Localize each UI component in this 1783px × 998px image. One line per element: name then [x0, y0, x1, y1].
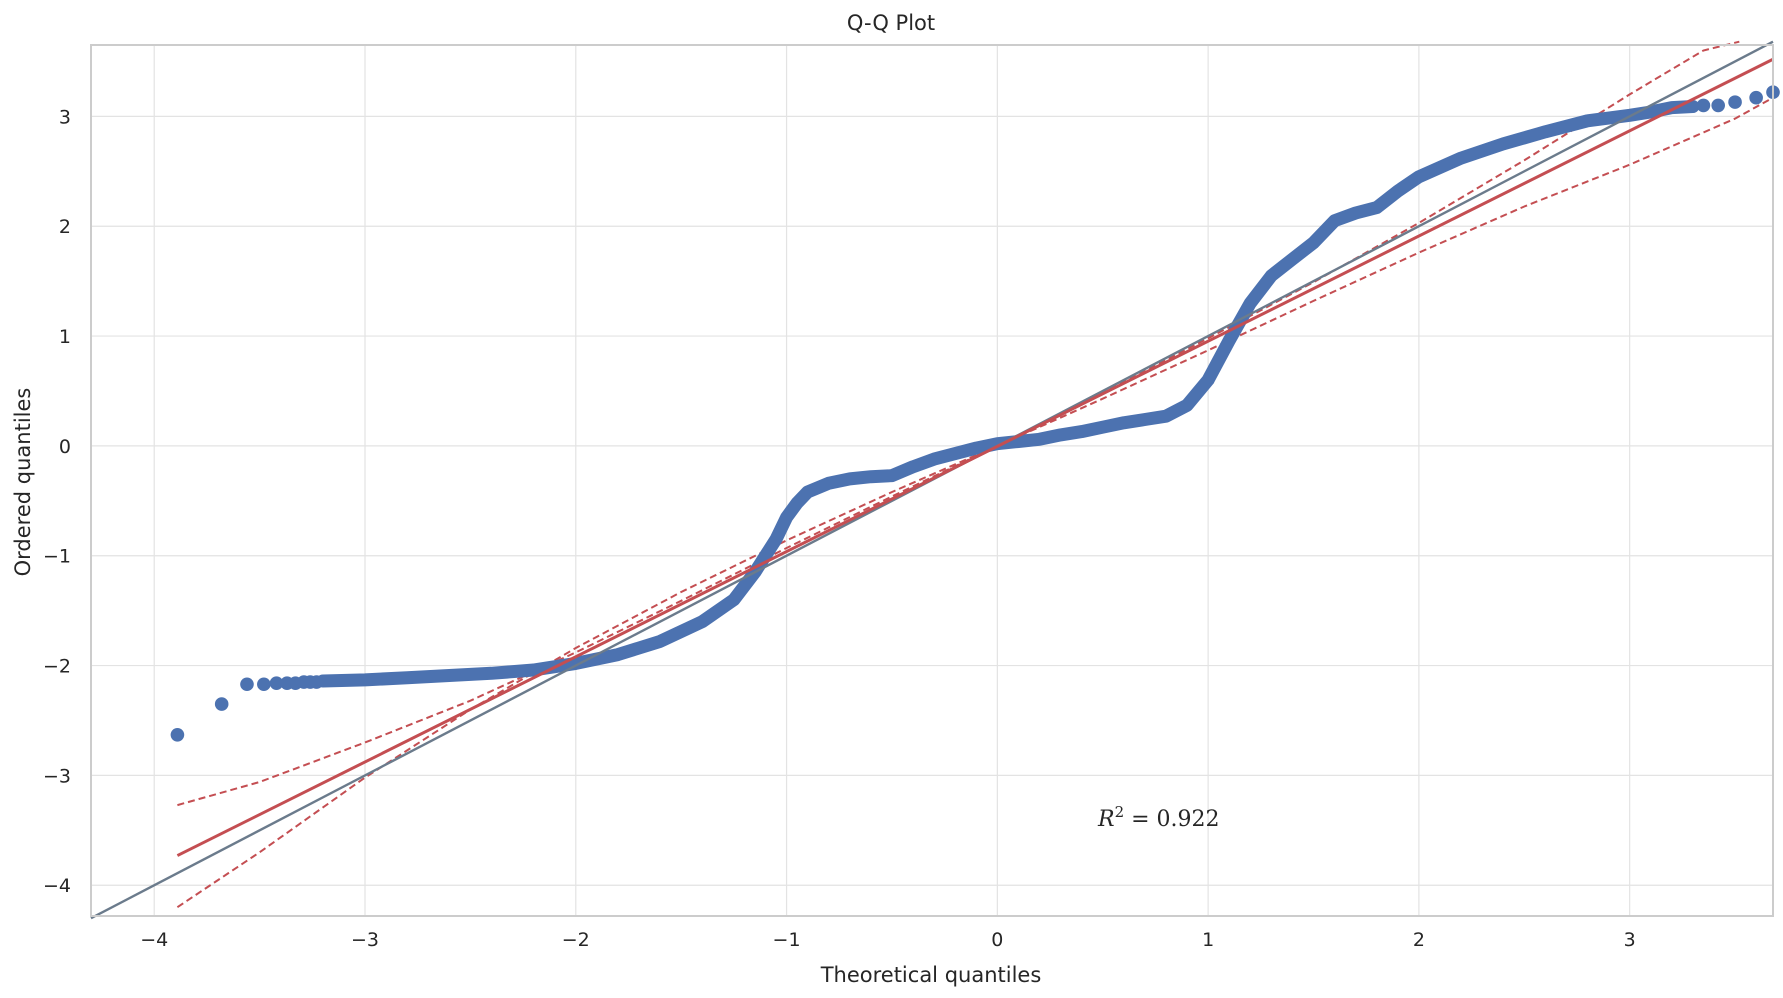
x-tick-labels: −4 −3 −2 −1 0 1 2 3	[140, 929, 1635, 951]
y-axis-label: Ordered quantiles	[11, 388, 35, 577]
r-squared-annotation: R2 = 0.922	[1097, 803, 1220, 832]
r-squared-symbol: R	[1097, 807, 1115, 832]
data-point	[309, 675, 324, 689]
data-point	[240, 677, 254, 692]
dense-points-band	[316, 100, 1700, 688]
x-axis-label: Theoretical quantiles	[820, 963, 1042, 987]
x-tick-label: 2	[1413, 929, 1425, 951]
y-tick-label: −1	[43, 546, 71, 568]
y-tick-label: −3	[43, 765, 71, 787]
data-point	[257, 677, 271, 692]
y-tick-label: −2	[43, 656, 71, 678]
fit-lines	[90, 40, 1774, 920]
confidence-band-lower	[176, 96, 1774, 909]
data-point	[170, 727, 185, 742]
data-point	[1696, 98, 1711, 113]
y-tick-label: 0	[59, 436, 71, 458]
x-tick-label: 3	[1624, 929, 1636, 951]
regression-fit-line	[176, 57, 1774, 857]
data-point	[269, 676, 284, 690]
x-tick-label: −3	[351, 929, 379, 951]
data-point	[1728, 95, 1742, 109]
plot-area-frame	[90, 44, 1774, 917]
x-tick-label: 0	[991, 929, 1003, 951]
x-tick-label: −2	[562, 929, 590, 951]
x-tick-label: −4	[140, 929, 168, 951]
y-tick-label: −4	[43, 875, 71, 897]
y-tick-label: 2	[59, 216, 71, 238]
chart-title: Q-Q Plot	[847, 11, 935, 35]
data-points	[170, 85, 1780, 742]
x-tick-label: −1	[773, 929, 801, 951]
r-squared-value: = 0.922	[1124, 807, 1219, 832]
y-tick-labels: −4 −3 −2 −1 0 1 2 3	[43, 106, 71, 897]
y-tick-label: 3	[59, 106, 71, 128]
grid-lines	[91, 45, 1773, 916]
data-point	[214, 697, 229, 711]
x-tick-label: 1	[1202, 929, 1214, 951]
y-tick-label: 1	[59, 326, 71, 348]
data-point	[1711, 98, 1725, 113]
data-point	[1749, 90, 1763, 105]
r-squared-exponent: 2	[1115, 803, 1125, 821]
